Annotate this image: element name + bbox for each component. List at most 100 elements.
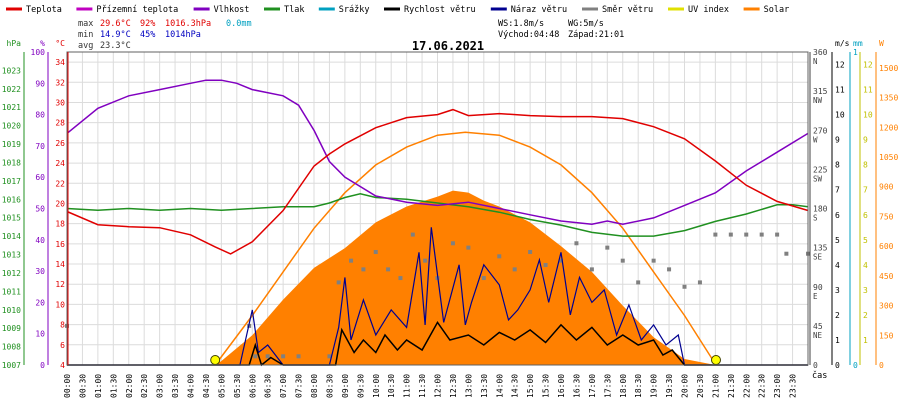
sunrise-marker [210, 355, 221, 365]
legend-label: Tlak [284, 5, 304, 15]
x-tick-label: 12:30 [449, 374, 458, 398]
solar-tick-label: 900 [879, 183, 894, 192]
wind-dir-point [636, 280, 641, 285]
wind-dir-point [386, 267, 391, 272]
plot-frame [66, 51, 809, 366]
temperature-tick-label: 12 [55, 280, 65, 289]
x-axis-label: čas [812, 370, 827, 381]
wind-dir-tick-label: 45 [813, 322, 823, 331]
wind-speed-tick-label: 6 [835, 211, 840, 220]
wind-speed-tick-label: 12 [835, 61, 845, 70]
stats-min-press: 1014hPa [165, 30, 201, 40]
legend-label: UV index [688, 5, 729, 15]
wind-dir-point [349, 258, 354, 263]
compass-label: S [813, 214, 818, 223]
humidity-tick-label: 0 [40, 361, 45, 370]
pressure-tick-label: 1018 [2, 158, 21, 167]
stats-max-hum: 92% [140, 19, 155, 29]
pressure-tick-label: 1012 [2, 269, 21, 278]
solar-fill [215, 190, 716, 365]
x-tick-label: 02:30 [140, 374, 149, 398]
rain-tick-label: 0 [853, 361, 858, 370]
humidity-tick-label: 60 [35, 173, 45, 182]
wind-dir-point [466, 245, 471, 250]
pressure-tick-label: 1017 [2, 177, 21, 186]
wind-dir-point [759, 232, 764, 237]
uv-tick-label: 3 [863, 286, 868, 295]
wind-dir-point [410, 232, 415, 237]
wind-speed-tick-label: 7 [835, 186, 840, 195]
wind-dir-tick-label: 360 [813, 48, 828, 57]
pressure-tick-label: 1016 [2, 195, 21, 204]
pressure-unit-label: hPa [7, 39, 22, 48]
rain-tick-label: 1 [853, 48, 858, 57]
x-tick-label: 20:00 [681, 374, 690, 398]
pressure-tick-label: 1021 [2, 103, 21, 112]
x-tick-label: 06:30 [264, 374, 273, 398]
temperature-tick-label: 14 [55, 260, 65, 269]
pressure-tick-label: 1010 [2, 306, 21, 315]
wind-dir-point [281, 354, 286, 359]
x-tick-label: 05:00 [217, 374, 226, 398]
x-tick-label: 01:30 [109, 374, 118, 398]
wind-speed-tick-label: 2 [835, 311, 840, 320]
wind-speed-unit-label: m/s [835, 39, 850, 48]
uv-tick-label: 2 [863, 311, 868, 320]
humidity-tick-label: 100 [31, 48, 46, 57]
stats-avg-temp: 23.3°C [100, 41, 131, 51]
wind-dir-point [728, 232, 733, 237]
pressure-tick-label: 1011 [2, 287, 21, 296]
x-tick-label: 08:00 [310, 374, 319, 398]
wind-dir-tick-label: 90 [813, 283, 823, 292]
x-tick-label: 02:00 [125, 374, 134, 398]
wind-speed-tick-label: 3 [835, 286, 840, 295]
x-tick-label: 19:00 [650, 374, 659, 398]
x-tick-label: 18:00 [619, 374, 628, 398]
uv-tick-label: 5 [863, 236, 868, 245]
wind-dir-point [713, 232, 718, 237]
wind-dir-point [528, 249, 533, 254]
humidity-tick-label: 10 [35, 330, 45, 339]
pressure-tick-label: 1014 [2, 232, 21, 241]
humidity-tick-label: 50 [35, 205, 45, 214]
wind-dir-tick-label: 225 [813, 165, 828, 174]
x-tick-label: 16:30 [572, 374, 581, 398]
legend: Teplota Přízemní teplota Vlhkost Tlak Srážky… [6, 5, 789, 15]
x-tick-label: 04:30 [202, 374, 211, 398]
x-tick-label: 15:00 [526, 374, 535, 398]
wind-dir-point [574, 241, 579, 246]
legend-label: Rychlost větru [404, 5, 476, 15]
stats-min-label: min [78, 30, 93, 40]
humidity-tick-label: 20 [35, 298, 45, 307]
wind-dir-point [423, 258, 428, 263]
compass-label: SE [813, 253, 823, 262]
x-tick-label: 15:30 [542, 374, 551, 398]
humidity-tick-label: 30 [35, 267, 45, 276]
solar-tick-label: 0 [879, 361, 884, 370]
wind-dir-tick-label: 180 [813, 205, 828, 214]
temperature-tick-label: 20 [55, 199, 65, 208]
temperature-tick-label: 34 [55, 58, 65, 67]
uv-tick-label: 1 [863, 336, 868, 345]
pressure-tick-label: 1020 [2, 122, 21, 131]
compass-label: SW [813, 174, 823, 183]
x-tick-label: 21:30 [727, 374, 736, 398]
x-tick-label: 06:00 [248, 374, 257, 398]
wind-speed-tick-label: 5 [835, 236, 840, 245]
temperature-tick-label: 18 [55, 220, 65, 229]
solar-tick-label: 150 [879, 331, 894, 340]
solar-tick-label: 750 [879, 212, 894, 221]
pressure-tick-label: 1015 [2, 214, 21, 223]
solar-tick-label: 300 [879, 302, 894, 311]
solar-area [215, 190, 716, 365]
uv-tick-label: 12 [863, 61, 873, 70]
x-tick-label: 03:30 [171, 374, 180, 398]
legend-label: Směr větru [602, 5, 653, 15]
wind-dir-point [253, 354, 258, 359]
pressure-tick-label: 1022 [2, 85, 21, 94]
stats-max-rain: 0.0mm [226, 19, 252, 29]
wind-dir-point [336, 280, 341, 285]
temperature-tick-label: 4 [60, 361, 65, 370]
legend-label: Solar [764, 5, 790, 15]
x-tick-label: 23:30 [789, 374, 798, 398]
